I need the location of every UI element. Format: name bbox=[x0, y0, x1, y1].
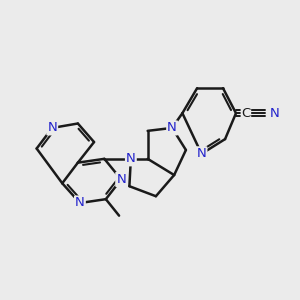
Text: N: N bbox=[167, 122, 177, 134]
Text: N: N bbox=[47, 122, 57, 134]
Text: N: N bbox=[270, 107, 280, 120]
Text: N: N bbox=[126, 152, 136, 165]
Text: C: C bbox=[241, 107, 250, 120]
Text: N: N bbox=[116, 173, 126, 186]
Text: N: N bbox=[197, 147, 206, 160]
Text: N: N bbox=[75, 196, 85, 209]
